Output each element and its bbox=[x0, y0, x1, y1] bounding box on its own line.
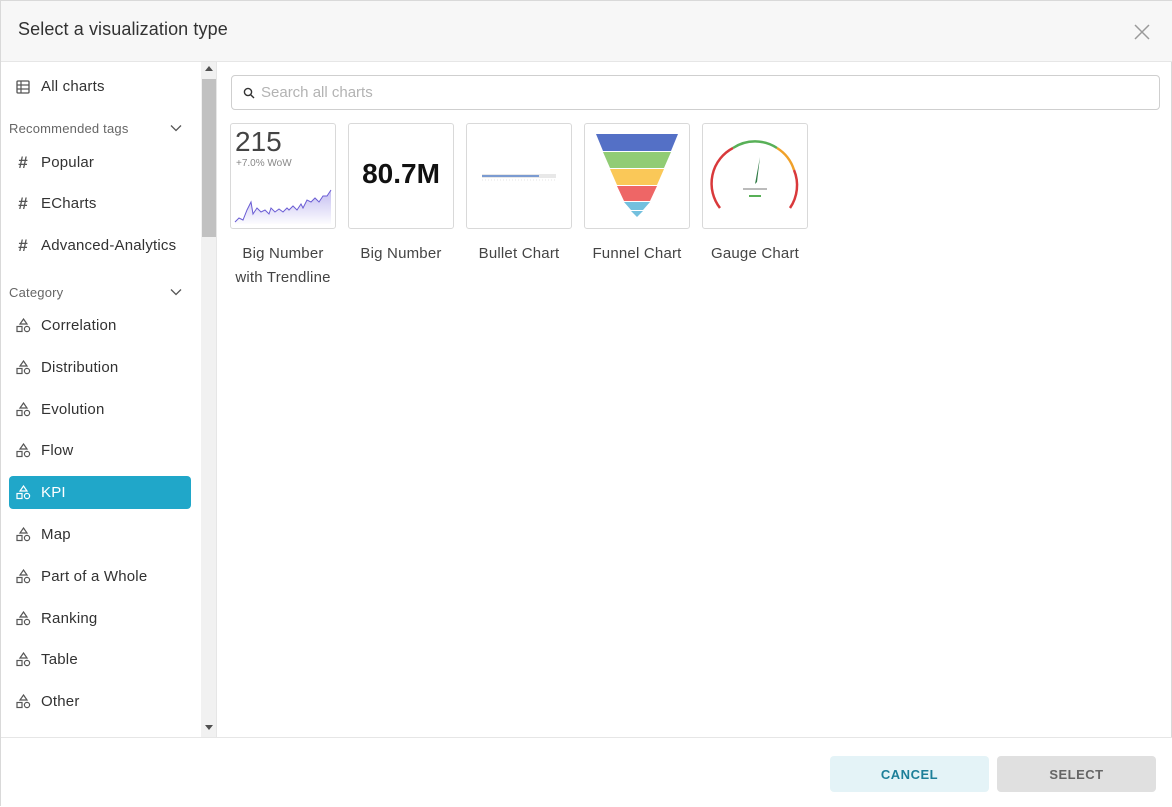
category-icon bbox=[15, 611, 31, 627]
sidebar-item-distribution[interactable]: Distribution bbox=[9, 351, 191, 384]
category-icon bbox=[15, 485, 31, 501]
chart-thumbnail bbox=[584, 123, 690, 229]
category-icon bbox=[15, 527, 31, 543]
section-label: Category bbox=[9, 284, 64, 300]
chart-thumbnail bbox=[702, 123, 808, 229]
recommended-tags-header[interactable]: Recommended tags bbox=[9, 118, 191, 138]
chart-card-big-number[interactable]: 80.7M Big Number bbox=[348, 123, 454, 266]
sidebar-item-label: ECharts bbox=[41, 195, 97, 212]
category-header[interactable]: Category bbox=[9, 282, 191, 302]
chevron-down-icon bbox=[170, 125, 182, 132]
search-icon bbox=[243, 87, 255, 98]
cancel-button[interactable]: CANCEL bbox=[830, 756, 989, 792]
sidebar-item-label: Ranking bbox=[41, 610, 98, 627]
sidebar-item-evolution[interactable]: Evolution bbox=[9, 393, 191, 426]
chevron-down-icon bbox=[170, 289, 182, 296]
modal-title: Select a visualization type bbox=[18, 19, 228, 39]
close-icon[interactable] bbox=[1131, 21, 1153, 43]
table-icon bbox=[15, 79, 31, 95]
sidebar-item-part-of-a-whole[interactable]: Part of a Whole bbox=[9, 560, 191, 593]
modal-footer: CANCEL SELECT bbox=[1, 737, 1172, 807]
hashtag-icon: # bbox=[18, 193, 28, 213]
scroll-thumb[interactable] bbox=[202, 79, 216, 237]
sidebar-item-label: Part of a Whole bbox=[41, 568, 148, 585]
chart-thumbnail: 80.7M bbox=[348, 123, 454, 229]
sidebar-item-correlation[interactable]: Correlation bbox=[9, 309, 191, 342]
sidebar-item-other[interactable]: Other bbox=[9, 685, 191, 718]
bullet-graphic bbox=[482, 174, 556, 181]
sidebar: All charts Recommended tags # Popular # … bbox=[1, 62, 201, 737]
funnel-graphic bbox=[596, 134, 678, 217]
sidebar-item-ranking[interactable]: Ranking bbox=[9, 602, 191, 635]
sidebar-item-label: Table bbox=[41, 651, 78, 668]
search-input[interactable] bbox=[261, 84, 1141, 101]
sidebar-scrollbar[interactable] bbox=[201, 62, 217, 737]
hashtag-icon: # bbox=[18, 235, 28, 255]
chart-card-bullet-chart[interactable]: Bullet Chart bbox=[466, 123, 572, 266]
sidebar-item-label: Other bbox=[41, 693, 80, 710]
modal-header: Select a visualization type bbox=[1, 1, 1172, 62]
category-icon bbox=[15, 569, 31, 585]
chart-card-label: Gauge Chart bbox=[710, 245, 800, 262]
sidebar-item-kpi[interactable]: KPI bbox=[9, 476, 191, 509]
sidebar-item-label: All charts bbox=[41, 78, 105, 95]
gauge-graphic bbox=[710, 140, 799, 209]
sidebar-item-label: Flow bbox=[41, 442, 74, 459]
scroll-down-arrow-icon[interactable] bbox=[205, 725, 213, 730]
category-icon bbox=[15, 652, 31, 668]
chart-card-label: Bullet Chart bbox=[478, 245, 560, 262]
hashtag-icon: # bbox=[18, 152, 28, 172]
sidebar-item-label: KPI bbox=[41, 484, 66, 501]
sidebar-item-label: Popular bbox=[41, 154, 95, 171]
sidebar-item-label: Advanced-Analytics bbox=[41, 237, 177, 254]
chart-card-gauge-chart[interactable]: Gauge Chart bbox=[702, 123, 808, 266]
sidebar-item-label: Evolution bbox=[41, 401, 105, 418]
category-icon bbox=[15, 360, 31, 376]
sidebar-item-flow[interactable]: Flow bbox=[9, 434, 191, 467]
scroll-up-arrow-icon[interactable] bbox=[205, 66, 213, 71]
sidebar-item-label: Correlation bbox=[41, 317, 117, 334]
chart-thumbnail bbox=[466, 123, 572, 229]
trendline-graphic bbox=[234, 189, 332, 224]
chart-card-label: Big Number bbox=[360, 245, 442, 262]
search-box[interactable] bbox=[231, 75, 1160, 110]
sidebar-item-echarts[interactable]: # ECharts bbox=[9, 187, 191, 220]
section-label: Recommended tags bbox=[9, 120, 129, 136]
thumb-subtitle: +7.0% WoW bbox=[236, 158, 292, 169]
sidebar-item-map[interactable]: Map bbox=[9, 518, 191, 551]
chart-card-label: Big Number with Trendline bbox=[235, 245, 331, 286]
chart-thumbnail: 215 +7.0% WoW bbox=[230, 123, 336, 229]
category-icon bbox=[15, 318, 31, 334]
chart-card-funnel-chart[interactable]: Funnel Chart bbox=[584, 123, 690, 266]
category-icon bbox=[15, 694, 31, 710]
sidebar-item-popular[interactable]: # Popular bbox=[9, 146, 191, 179]
sidebar-item-label: Map bbox=[41, 526, 71, 543]
thumb-number: 215 bbox=[235, 126, 282, 157]
category-icon bbox=[15, 402, 31, 418]
sidebar-item-table[interactable]: Table bbox=[9, 643, 191, 676]
sidebar-item-advanced-analytics[interactable]: # Advanced-Analytics bbox=[9, 229, 191, 262]
sidebar-item-label: Distribution bbox=[41, 359, 119, 376]
sidebar-item-all-charts[interactable]: All charts bbox=[9, 70, 191, 103]
chart-card-big-number-with-trendline[interactable]: 215 +7.0% WoW Big Number with Trendline bbox=[230, 123, 336, 290]
select-button[interactable]: SELECT bbox=[997, 756, 1156, 792]
category-icon bbox=[15, 443, 31, 459]
chart-card-label: Funnel Chart bbox=[592, 245, 682, 262]
thumb-number: 80.7M bbox=[362, 158, 440, 189]
